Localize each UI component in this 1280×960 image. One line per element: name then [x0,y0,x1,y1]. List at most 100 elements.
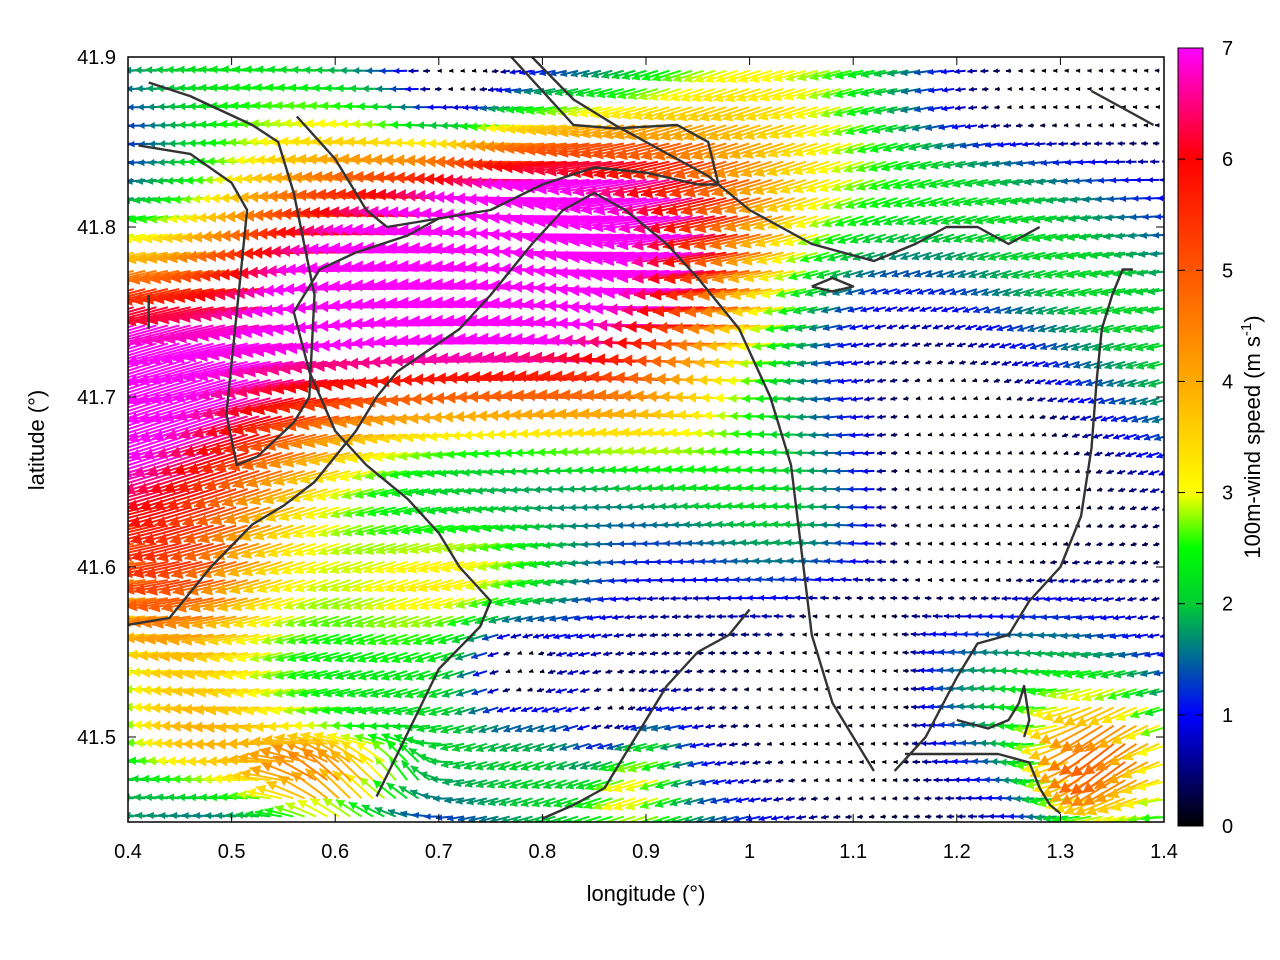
wind-arrow [845,814,852,820]
wind-arrow [612,779,647,793]
wind-arrow [836,705,841,710]
wind-arrow [760,796,773,803]
wind-arrow [801,777,807,783]
wind-arrow [475,761,499,771]
wind-arrow [859,705,864,710]
wind-arrow [681,705,693,712]
wind-arrow [348,801,374,818]
wind-arrow [848,705,853,710]
wind-arrow [808,814,818,820]
wind-arrow [639,797,670,810]
wind-arrow [719,705,727,711]
wind-arrow [859,723,864,728]
wind-arrow [836,723,841,728]
wind-arrow [1165,542,1171,547]
wind-arrow [1029,724,1069,740]
wind-arrow [893,741,898,747]
wind-arrow [699,779,716,786]
wind-arrow [627,761,659,773]
wind-arrow [464,779,488,788]
wind-arrow [821,814,830,820]
wind-arrow [465,724,488,734]
wind-arrow [931,758,943,765]
colorbar-tick-label: 6 [1222,149,1233,171]
y-tick-label: 41.7 [77,387,116,409]
wind-arrow [265,780,306,800]
wind-arrow [685,779,704,787]
wind-arrow [625,797,659,811]
wind-arrow [881,796,886,801]
wind-arrow [542,797,568,808]
wind-arrow [520,706,533,713]
wind-arrow [641,761,670,772]
wind-arrow [428,724,454,734]
x-tick-label: 0.6 [321,841,349,863]
wind-arrow [978,813,989,820]
x-tick-label: 1.1 [839,841,867,863]
wind-arrow [128,288,134,292]
wind-arrow [755,723,761,728]
wind-arrow [934,795,943,801]
wind-arrow [1070,779,1115,807]
wind-arrow [128,524,134,528]
wind-arrow [836,777,842,783]
wind-arrow [274,804,305,818]
wind-arrow [577,724,590,731]
wind-arrow [298,688,328,698]
wind-arrow [254,809,283,818]
colorbar-tick-label: 5 [1222,260,1233,282]
wind-arrow [546,742,568,752]
wind-arrow [903,723,909,728]
wind-arrow [706,705,716,711]
wind-arrow [1167,87,1171,92]
wind-arrow [788,777,795,783]
wind-arrow [452,761,476,770]
wind-arrow [870,759,876,765]
wind-arrow [655,706,670,713]
wind-arrow [559,742,579,752]
wind-arrow [729,741,738,748]
wind-arrow [672,761,693,769]
x-tick-label: 0.5 [218,841,246,863]
wind-arrow [1039,724,1080,745]
wind-arrow [1033,706,1069,719]
wind-arrow [1140,813,1164,822]
wind-arrow [777,759,784,765]
wind-arrow [1029,761,1069,778]
wind-arrow [802,759,807,765]
wind-arrow [870,705,876,710]
x-tick-label: 0.4 [114,841,142,863]
wind-arrow [615,761,647,773]
colorbar-tick-label: 4 [1222,371,1233,393]
wind-arrow [475,779,499,789]
wind-arrow [791,741,796,746]
colorbar-label-sup: -1 [1238,323,1255,336]
wind-arrow [520,779,545,790]
wind-arrow [935,814,943,820]
wind-arrow [870,777,876,783]
wind-arrow [541,706,556,713]
wind-arrow [367,733,397,745]
wind-arrow [1140,726,1164,737]
wind-arrow [503,724,522,733]
wind-arrow [531,706,545,713]
wind-arrow [587,815,613,822]
wind-arrow [386,782,408,800]
wind-arrow [128,324,134,329]
wind-arrow [913,795,921,801]
wind-arrow [921,740,932,747]
colorbar: 0 1 2 3 4 5 6 7 100m-wind speed (m s-1) [1177,38,1265,838]
wind-arrow [562,724,579,732]
wind-arrow [452,724,476,735]
wind-arrow [813,777,819,783]
wind-arrow [825,759,830,765]
wind-arrow [739,760,750,766]
wind-arrow [1165,68,1170,73]
wind-arrow [358,706,385,716]
wind-arrow [922,759,932,765]
wind-arrow [618,705,624,710]
wind-arrow [416,706,442,717]
wind-arrow [912,759,921,765]
wind-arrow [468,706,488,715]
wind-arrow [271,743,317,763]
